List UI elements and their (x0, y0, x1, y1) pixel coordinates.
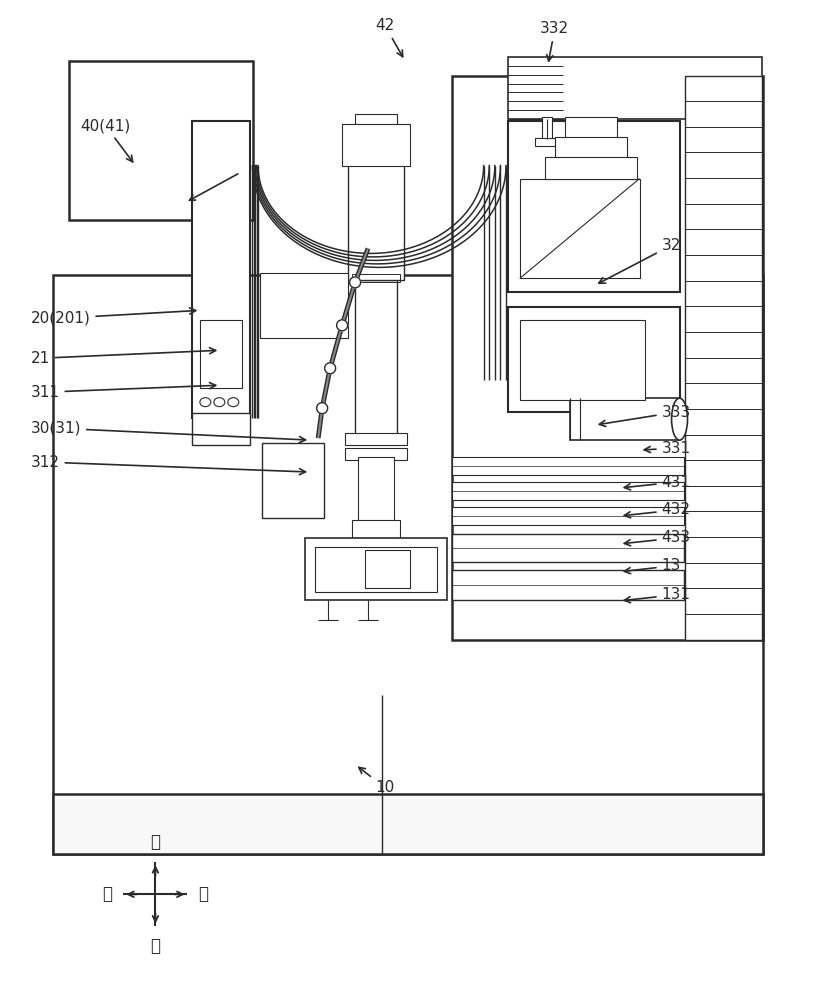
Text: 30(31): 30(31) (31, 421, 306, 443)
Text: 上: 上 (150, 833, 160, 851)
Bar (352, 274, 400, 282)
Bar (508, 307, 680, 412)
Bar (452, 534, 684, 562)
Bar (535, 138, 559, 146)
Text: 311: 311 (31, 383, 216, 400)
Bar (452, 76, 763, 640)
Bar (315, 547, 437, 592)
Circle shape (337, 320, 347, 331)
Bar (565, 117, 617, 139)
Bar (542, 117, 551, 139)
Circle shape (317, 403, 328, 414)
Bar (508, 121, 680, 292)
Text: 312: 312 (31, 455, 306, 475)
Text: 下: 下 (150, 937, 160, 955)
Text: 131: 131 (624, 587, 690, 603)
Text: 13: 13 (624, 558, 681, 574)
Bar (345, 448, 407, 460)
Bar (520, 320, 645, 400)
Text: 431: 431 (624, 475, 690, 490)
Bar (192, 413, 250, 445)
Bar (355, 280, 397, 435)
Text: 432: 432 (624, 502, 690, 518)
Text: 433: 433 (624, 530, 690, 546)
Bar (342, 124, 410, 166)
Text: 332: 332 (540, 21, 569, 61)
Bar (200, 320, 243, 388)
Bar (508, 57, 762, 119)
Circle shape (324, 363, 336, 374)
Bar (52, 794, 763, 854)
Bar (355, 114, 397, 129)
Text: 32: 32 (599, 238, 681, 283)
Bar (555, 137, 627, 159)
Bar (69, 61, 253, 220)
Ellipse shape (200, 398, 211, 407)
Text: 21: 21 (31, 348, 216, 366)
Bar (545, 157, 636, 179)
Bar (569, 398, 680, 440)
Bar (365, 550, 410, 588)
Bar (520, 179, 640, 278)
Bar (345, 433, 407, 445)
Bar (452, 482, 684, 500)
Text: 20(201): 20(201) (31, 308, 196, 326)
Text: 10: 10 (359, 767, 395, 795)
Bar (358, 457, 394, 522)
Bar (452, 507, 684, 525)
Text: 42: 42 (376, 18, 403, 57)
Bar (685, 76, 762, 640)
Text: 后: 后 (102, 885, 113, 903)
Bar (348, 126, 404, 280)
Bar (52, 275, 763, 854)
Ellipse shape (228, 398, 239, 407)
Text: 前: 前 (199, 885, 208, 903)
Text: 40(41): 40(41) (80, 118, 132, 162)
Bar (192, 121, 250, 418)
Bar (452, 570, 684, 600)
Ellipse shape (672, 398, 688, 440)
Text: 331: 331 (645, 441, 690, 456)
Ellipse shape (214, 398, 225, 407)
Text: 333: 333 (599, 405, 691, 426)
Circle shape (350, 277, 360, 288)
Bar (352, 520, 400, 538)
Bar (306, 538, 447, 600)
Bar (262, 443, 324, 518)
Bar (261, 273, 348, 338)
Bar (452, 457, 684, 475)
